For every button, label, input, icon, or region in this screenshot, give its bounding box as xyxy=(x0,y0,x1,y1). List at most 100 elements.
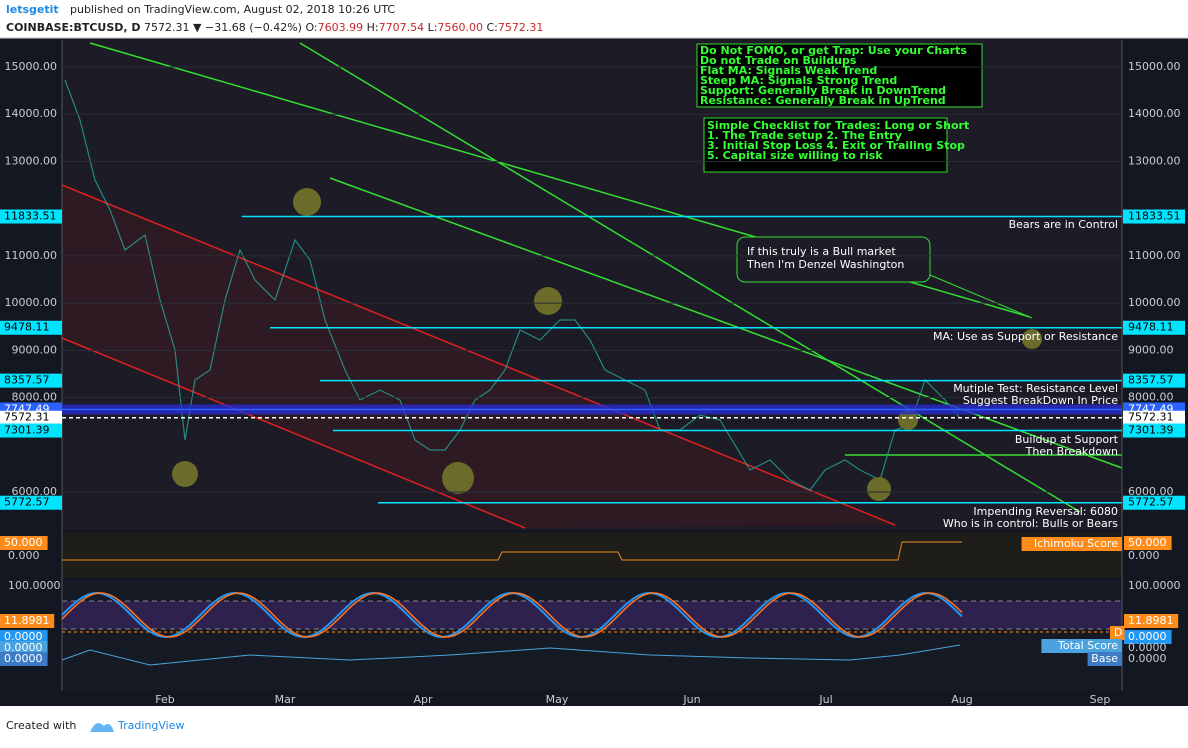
header-field: L: xyxy=(428,21,438,34)
indicator-label: 100.0000 xyxy=(1128,579,1181,592)
callout-box xyxy=(736,236,931,283)
notes-box xyxy=(696,43,983,108)
y-tick-label: 13000.00 xyxy=(1128,154,1181,167)
y-tick-label: 14000.00 xyxy=(5,107,58,120)
x-tick-label: Feb xyxy=(155,693,174,706)
x-tick-label: May xyxy=(546,693,569,706)
note-line: Steep MA: Signals Strong Trend xyxy=(700,74,897,87)
y-tick-label: 8000.00 xyxy=(1128,391,1174,404)
note-line: Do Not FOMO, or get Trap: Use your Chart… xyxy=(700,44,967,57)
indicator-label: 0.0000 xyxy=(1128,630,1167,643)
checklist-box xyxy=(703,117,948,173)
indicator-tag xyxy=(0,536,48,550)
header-field: 7572.31 xyxy=(498,21,544,34)
level-label: 7572.31 xyxy=(1128,411,1174,424)
level-tag xyxy=(1123,423,1185,438)
y-tick-label: 9000.00 xyxy=(1128,343,1174,356)
level-tag xyxy=(1123,495,1185,510)
indicator-label: 0.000 xyxy=(1128,549,1160,562)
level-label: 11833.51 xyxy=(1128,210,1181,223)
level-label: 11833.51 xyxy=(4,210,57,223)
channel-line xyxy=(61,184,896,526)
level-label: 5772.57 xyxy=(4,496,50,509)
callout-line: If this truly is a Bull market xyxy=(747,245,896,258)
level-tag xyxy=(0,410,62,425)
stoch-band xyxy=(62,601,1122,629)
y-tick-label: 13000.00 xyxy=(5,154,58,167)
header-field: H: xyxy=(367,21,379,34)
header-field: 7572.31 xyxy=(144,21,190,34)
checklist-line: 3. Initial Stop Loss 4. Exit or Trailing… xyxy=(707,139,965,152)
y-tick-label: 6000.00 xyxy=(1128,485,1174,498)
x-tick-label: Jun xyxy=(682,693,700,706)
indicator-tag xyxy=(1110,626,1125,640)
indicator-tag xyxy=(1124,630,1172,644)
y-tick-label: 11000.00 xyxy=(5,249,58,262)
level-tag xyxy=(0,209,62,224)
indicator-label: 0.0000 xyxy=(1128,641,1167,654)
annotation: Buildup at Support xyxy=(1015,433,1119,446)
indicator-label: D xyxy=(1114,626,1122,639)
annotation: Mutiple Test: Resistance Level xyxy=(953,382,1118,395)
indicator-label: 0.0000 xyxy=(4,652,43,665)
indicator-tag xyxy=(1087,652,1122,666)
header-field: 7603.99 xyxy=(318,21,364,34)
y-tick-label: 10000.00 xyxy=(5,296,58,309)
y-tick-label: 15000.00 xyxy=(1128,60,1181,73)
indicator-label: 0.0000 xyxy=(4,630,43,643)
indicator-label: 0.000 xyxy=(8,549,40,562)
level-tag xyxy=(1123,320,1185,335)
y-tick-label: 9000.00 xyxy=(12,343,58,356)
annotation: MA: Use as Support or Resistance xyxy=(933,330,1118,343)
level-tag xyxy=(1123,410,1185,425)
level-label: 7301.39 xyxy=(4,424,50,437)
indicator-tag xyxy=(0,652,48,666)
author: letsgetit xyxy=(6,3,59,16)
channel-line xyxy=(61,337,526,529)
annotation: Impending Reversal: 6080 xyxy=(973,505,1118,518)
header-field: C: xyxy=(486,21,497,34)
x-tick-label: Mar xyxy=(275,693,296,706)
checklist-line: 5. Capital size willing to risk xyxy=(707,149,883,162)
arrow-markers xyxy=(172,188,1042,501)
annotation: Suggest BreakDown In Price xyxy=(963,394,1118,407)
x-tick-label: Jul xyxy=(818,693,832,706)
header-field: COINBASE:BTCUSD, D xyxy=(6,21,141,34)
annotation: Then Breakdown xyxy=(1025,445,1118,458)
checklist-line: Simple Checklist for Trades: Long or Sho… xyxy=(707,119,969,132)
level-label: 8357.57 xyxy=(1128,374,1174,387)
ichimoku-line xyxy=(62,541,962,561)
x-tick-label: Sep xyxy=(1090,693,1111,706)
note-line: Flat MA: Signals Weak Trend xyxy=(700,64,877,77)
footer-text: Created with xyxy=(6,719,76,732)
indicator-label: 11.8981 xyxy=(4,614,50,627)
x-tick-label: Apr xyxy=(413,693,433,706)
level-tag xyxy=(0,495,62,510)
indicator-label: 11.8981 xyxy=(1128,614,1174,627)
indicator-label: Ichimoku Score xyxy=(1034,537,1118,550)
y-tick-label: 15000.00 xyxy=(5,60,58,73)
score-line xyxy=(61,644,961,666)
note-line: Resistance: Generally Break in UpTrend xyxy=(700,94,946,107)
y-tick-label: 14000.00 xyxy=(1128,107,1181,120)
header-field: O: xyxy=(305,21,317,34)
header-field: −31.68 (−0.42%) xyxy=(205,21,302,34)
indicator-label: Base xyxy=(1091,652,1118,665)
y-tick-label: 11000.00 xyxy=(1128,249,1181,262)
stoch-d xyxy=(61,592,963,638)
callout-line: Then I'm Denzel Washington xyxy=(746,258,904,271)
level-label: 5772.57 xyxy=(1128,496,1174,509)
annotation: Bears are in Control xyxy=(1009,218,1118,231)
indicator-label: 100.0000 xyxy=(8,579,61,592)
indicator-label: 50.000 xyxy=(4,536,43,549)
price-sketch xyxy=(64,79,961,491)
trend-line xyxy=(299,42,1081,513)
indicator-tag xyxy=(0,641,48,655)
brand-logo xyxy=(90,723,114,732)
indicator-label: 50.000 xyxy=(1128,536,1167,549)
trend-line xyxy=(329,177,1123,469)
level-label: 7301.39 xyxy=(1128,424,1174,437)
note-line: Support: Generally Break in DownTrend xyxy=(700,84,946,97)
footer-brand: TradingView xyxy=(117,719,184,732)
